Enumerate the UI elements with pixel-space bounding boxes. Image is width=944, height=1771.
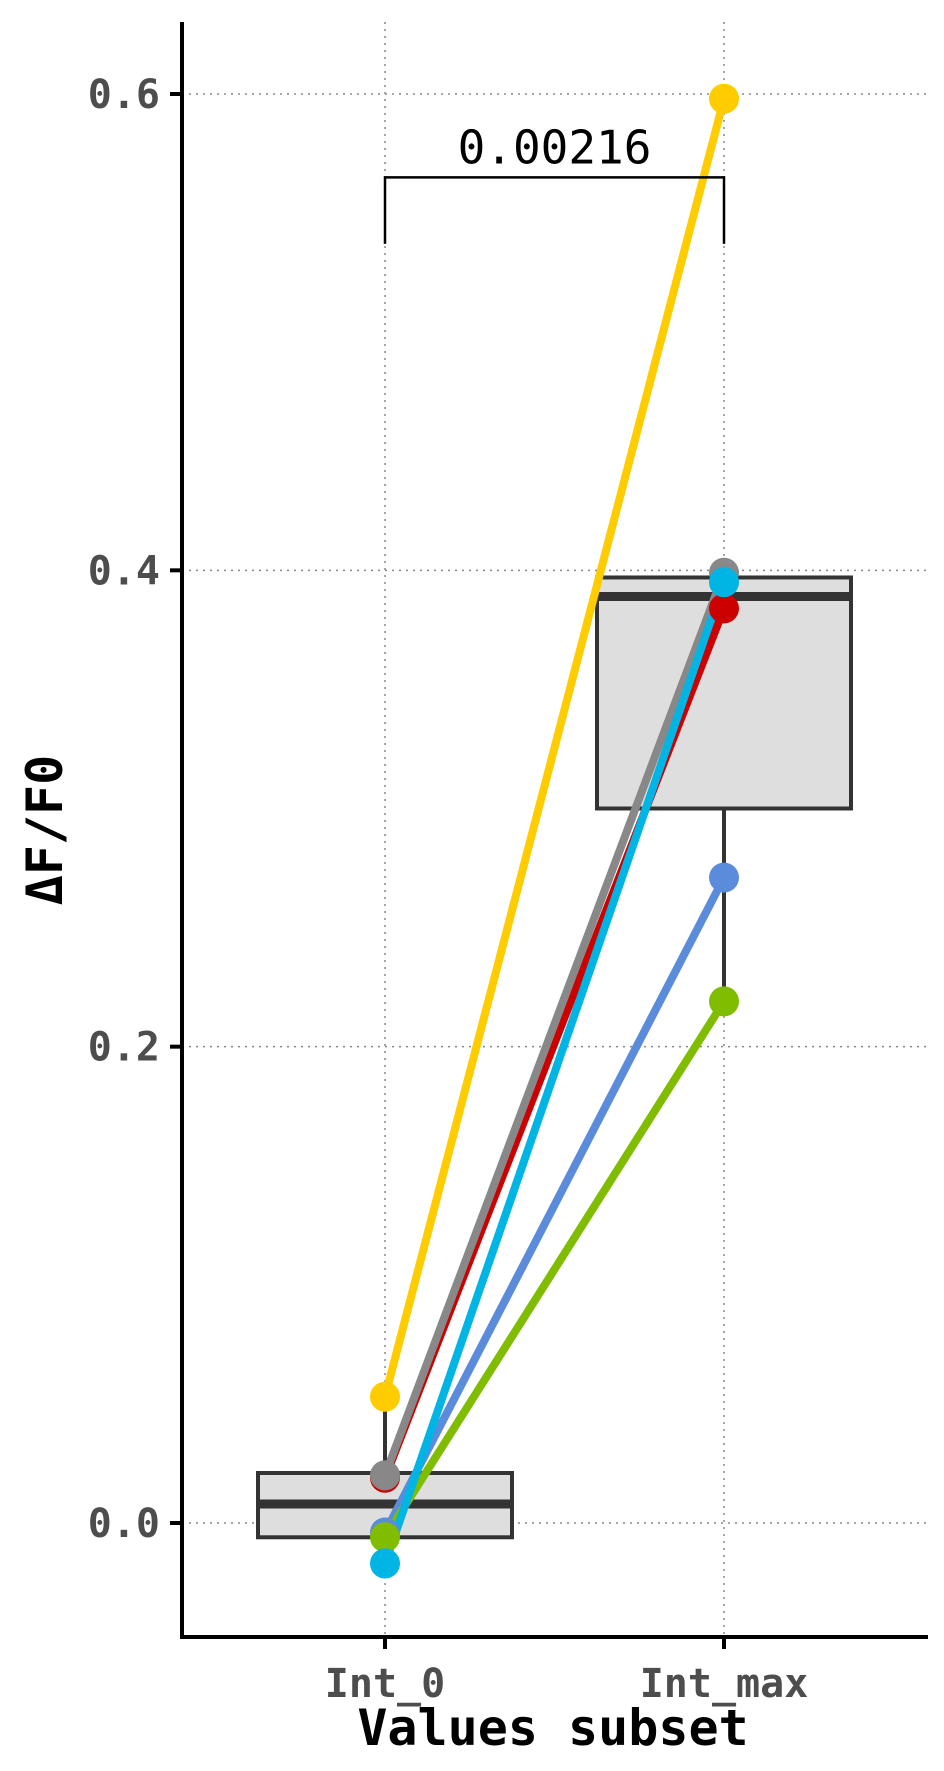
series-line: [381, 997, 728, 1542]
data-point: [370, 1460, 400, 1491]
data-point: [370, 1381, 400, 1412]
x-axis-title: Values subset: [357, 1699, 748, 1757]
data-point: [370, 1522, 400, 1553]
significance-line: [383, 176, 726, 244]
data-point: [709, 567, 739, 598]
series-line: [381, 873, 728, 1537]
series-line: [381, 578, 728, 1568]
data-point: [370, 1548, 400, 1579]
series-points: [370, 83, 739, 1579]
axes: 0.0 0.2 0.4 0.6 Int_0 Int_max: [88, 22, 928, 1707]
data-point: [709, 593, 739, 624]
significance-bracket: 0.00216: [383, 120, 726, 244]
series-line: [381, 94, 728, 1401]
y-tick-label: 0.0: [88, 1501, 160, 1547]
data-point: [709, 986, 739, 1017]
y-tick-label: 0.6: [88, 72, 160, 118]
series-line: [381, 568, 728, 1480]
data-point: [709, 83, 739, 114]
y-tick-label: 0.4: [88, 548, 160, 594]
y-tick-label: 0.2: [88, 1025, 160, 1071]
x-tick-label: Int_max: [640, 1661, 809, 1707]
x-tick-label: Int_0: [325, 1661, 445, 1707]
grid-layer: [182, 22, 928, 1637]
p-value-label: 0.00216: [458, 120, 652, 174]
series-lines: [381, 94, 728, 1568]
data-point: [709, 862, 739, 893]
y-axis-title: ΔF/F0: [16, 755, 74, 906]
